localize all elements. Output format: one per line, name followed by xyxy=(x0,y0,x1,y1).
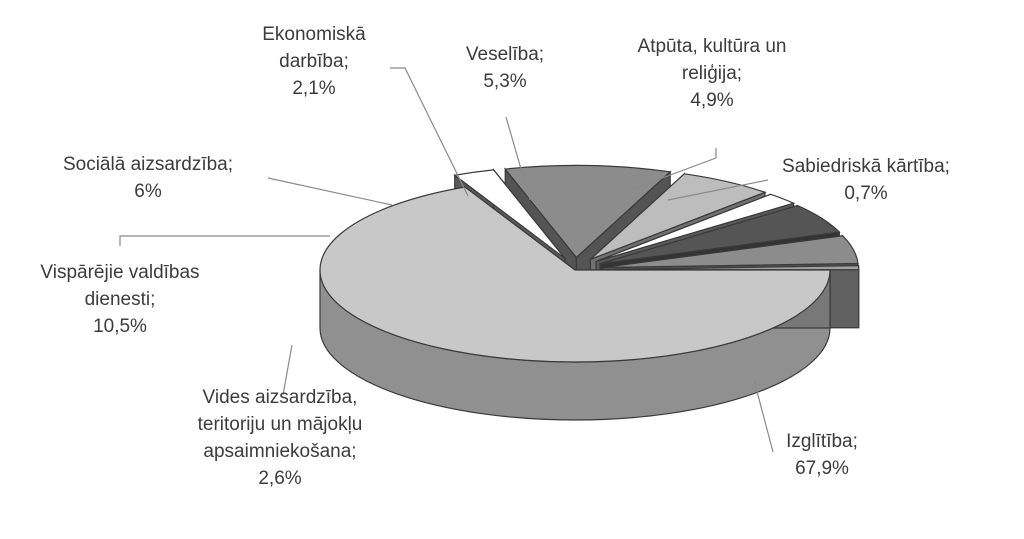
slice-label-1: Vides aizsardzība, teritoriju un mājokļu a… xyxy=(198,387,363,489)
slice-label-4: Ekonomiskā darbība; 2,1% xyxy=(262,24,366,99)
slice-label-0-line-0: Izglītība; xyxy=(786,431,858,452)
slice-label-5-line-0: Veselība; xyxy=(466,44,544,65)
slice-label-7-line-0: Sabiedriskā kārtība; xyxy=(782,156,950,177)
slice-labels: Izglītība; 67,9% Vides aizsardzība, teritor… xyxy=(40,24,950,489)
slice-label-0: Izglītība; 67,9% xyxy=(786,431,858,479)
slice-label-6-line-1: reliģija; xyxy=(682,63,742,84)
pie-slice-top-1 xyxy=(453,169,566,259)
pie-slice-top-6 xyxy=(603,235,859,269)
slice-label-4-line-1: darbība; xyxy=(279,51,349,72)
slice-label-2: Vispārējie valdības dienesti; 10,5% xyxy=(40,262,199,337)
slice-label-0-line-1: 67,9% xyxy=(795,458,849,479)
slice-label-5-line-1: 5,3% xyxy=(483,71,526,92)
pie-slice-top-4 xyxy=(595,193,796,262)
pie-slices xyxy=(319,164,860,421)
slice-label-7: Sabiedriskā kārtība; 0,7% xyxy=(782,156,950,204)
slice-label-3-line-1: 6% xyxy=(134,181,162,202)
leader-line-4 xyxy=(390,67,469,197)
slice-label-1-line-3: 2,6% xyxy=(258,468,301,489)
slice-label-2-line-0: Vispārējie valdības xyxy=(40,262,199,283)
slice-label-4-line-2: 2,1% xyxy=(292,78,335,99)
leader-line-7 xyxy=(667,179,769,201)
leader-lines xyxy=(119,67,774,453)
slice-label-6: Atpūta, kultūra un reliģija; 4,9% xyxy=(638,36,787,111)
slice-label-3: Sociālā aizsardzība; 6% xyxy=(63,154,233,202)
pie-slice-0 xyxy=(319,185,831,421)
pie-slice-top-7 xyxy=(603,265,860,271)
slice-label-1-line-0: Vides aizsardzība, xyxy=(203,387,358,408)
slice-label-6-line-0: Atpūta, kultūra un xyxy=(638,36,787,57)
pie-slice-top-5 xyxy=(599,204,841,265)
slice-label-5: Veselība; 5,3% xyxy=(466,44,544,92)
slice-label-2-line-1: dienesti; xyxy=(85,289,156,310)
pie-slice-top-2 xyxy=(504,164,672,259)
slice-label-3-line-0: Sociālā aizsardzība; xyxy=(63,154,233,175)
slice-label-7-line-1: 0,7% xyxy=(844,183,887,204)
leader-line-6 xyxy=(629,148,717,191)
leader-line-0 xyxy=(753,379,774,453)
slice-label-2-line-2: 10,5% xyxy=(93,316,147,337)
leader-line-1 xyxy=(282,344,293,396)
slice-label-1-line-1: teritoriju un mājokļu xyxy=(198,414,363,435)
slice-label-6-line-2: 4,9% xyxy=(690,90,733,111)
leader-line-2 xyxy=(119,235,330,246)
slice-label-1-line-2: apsaimniekošana; xyxy=(203,441,356,462)
slice-label-4-line-0: Ekonomiskā xyxy=(262,24,366,45)
leader-line-3 xyxy=(267,177,393,206)
pie-slice-top-3 xyxy=(590,173,767,260)
leader-line-5 xyxy=(505,116,531,201)
pie-slice-top-0 xyxy=(319,186,831,363)
